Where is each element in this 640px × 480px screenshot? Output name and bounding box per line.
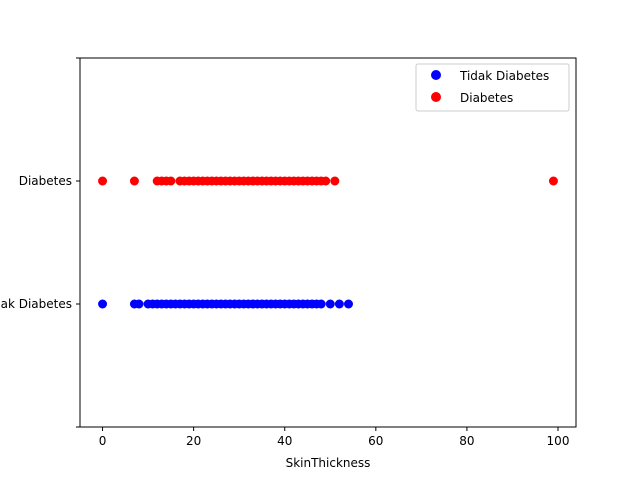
point-tidak-diabetes-54 xyxy=(343,299,353,309)
point-tidak-diabetes-52 xyxy=(334,299,344,309)
x-tick-marks xyxy=(102,427,559,431)
x-tick-label-60: 60 xyxy=(368,434,383,448)
x-tick-label-20: 20 xyxy=(186,434,201,448)
point-diabetes-15 xyxy=(166,176,176,186)
legend-label-diabetes: Diabetes xyxy=(460,91,513,105)
point-tidak-diabetes-8 xyxy=(134,299,144,309)
y-tick-marks xyxy=(76,57,80,428)
legend: Tidak Diabetes Diabetes xyxy=(415,63,570,112)
legend-marker-diabetes xyxy=(431,92,441,102)
point-diabetes-99 xyxy=(548,176,558,186)
point-tidak-diabetes-0 xyxy=(98,299,108,309)
legend-label-tidak-diabetes: Tidak Diabetes xyxy=(459,69,549,83)
x-axis-label: SkinThickness xyxy=(286,456,371,470)
x-tick-label-80: 80 xyxy=(459,434,474,448)
x-tick-label-0: 0 xyxy=(99,434,107,448)
point-diabetes-51 xyxy=(330,176,340,186)
y-tick-label-diabetes: Diabetes xyxy=(19,174,72,188)
y-tick-labels: Tidak Diabetes Diabetes xyxy=(0,174,72,311)
point-tidak-diabetes-48 xyxy=(316,299,326,309)
point-diabetes-7 xyxy=(129,176,139,186)
legend-frame xyxy=(415,63,570,112)
data-points xyxy=(98,176,558,309)
legend-marker-tidak-diabetes xyxy=(431,70,441,80)
point-diabetes-49 xyxy=(321,176,331,186)
x-tick-labels: 0 20 40 60 80 100 xyxy=(99,434,570,448)
x-tick-label-40: 40 xyxy=(277,434,292,448)
y-tick-label-tidak-diabetes: Tidak Diabetes xyxy=(0,297,72,311)
point-tidak-diabetes-50 xyxy=(325,299,335,309)
plot-area-frame xyxy=(79,57,577,428)
point-diabetes-0 xyxy=(98,176,108,186)
x-tick-label-100: 100 xyxy=(547,434,570,448)
